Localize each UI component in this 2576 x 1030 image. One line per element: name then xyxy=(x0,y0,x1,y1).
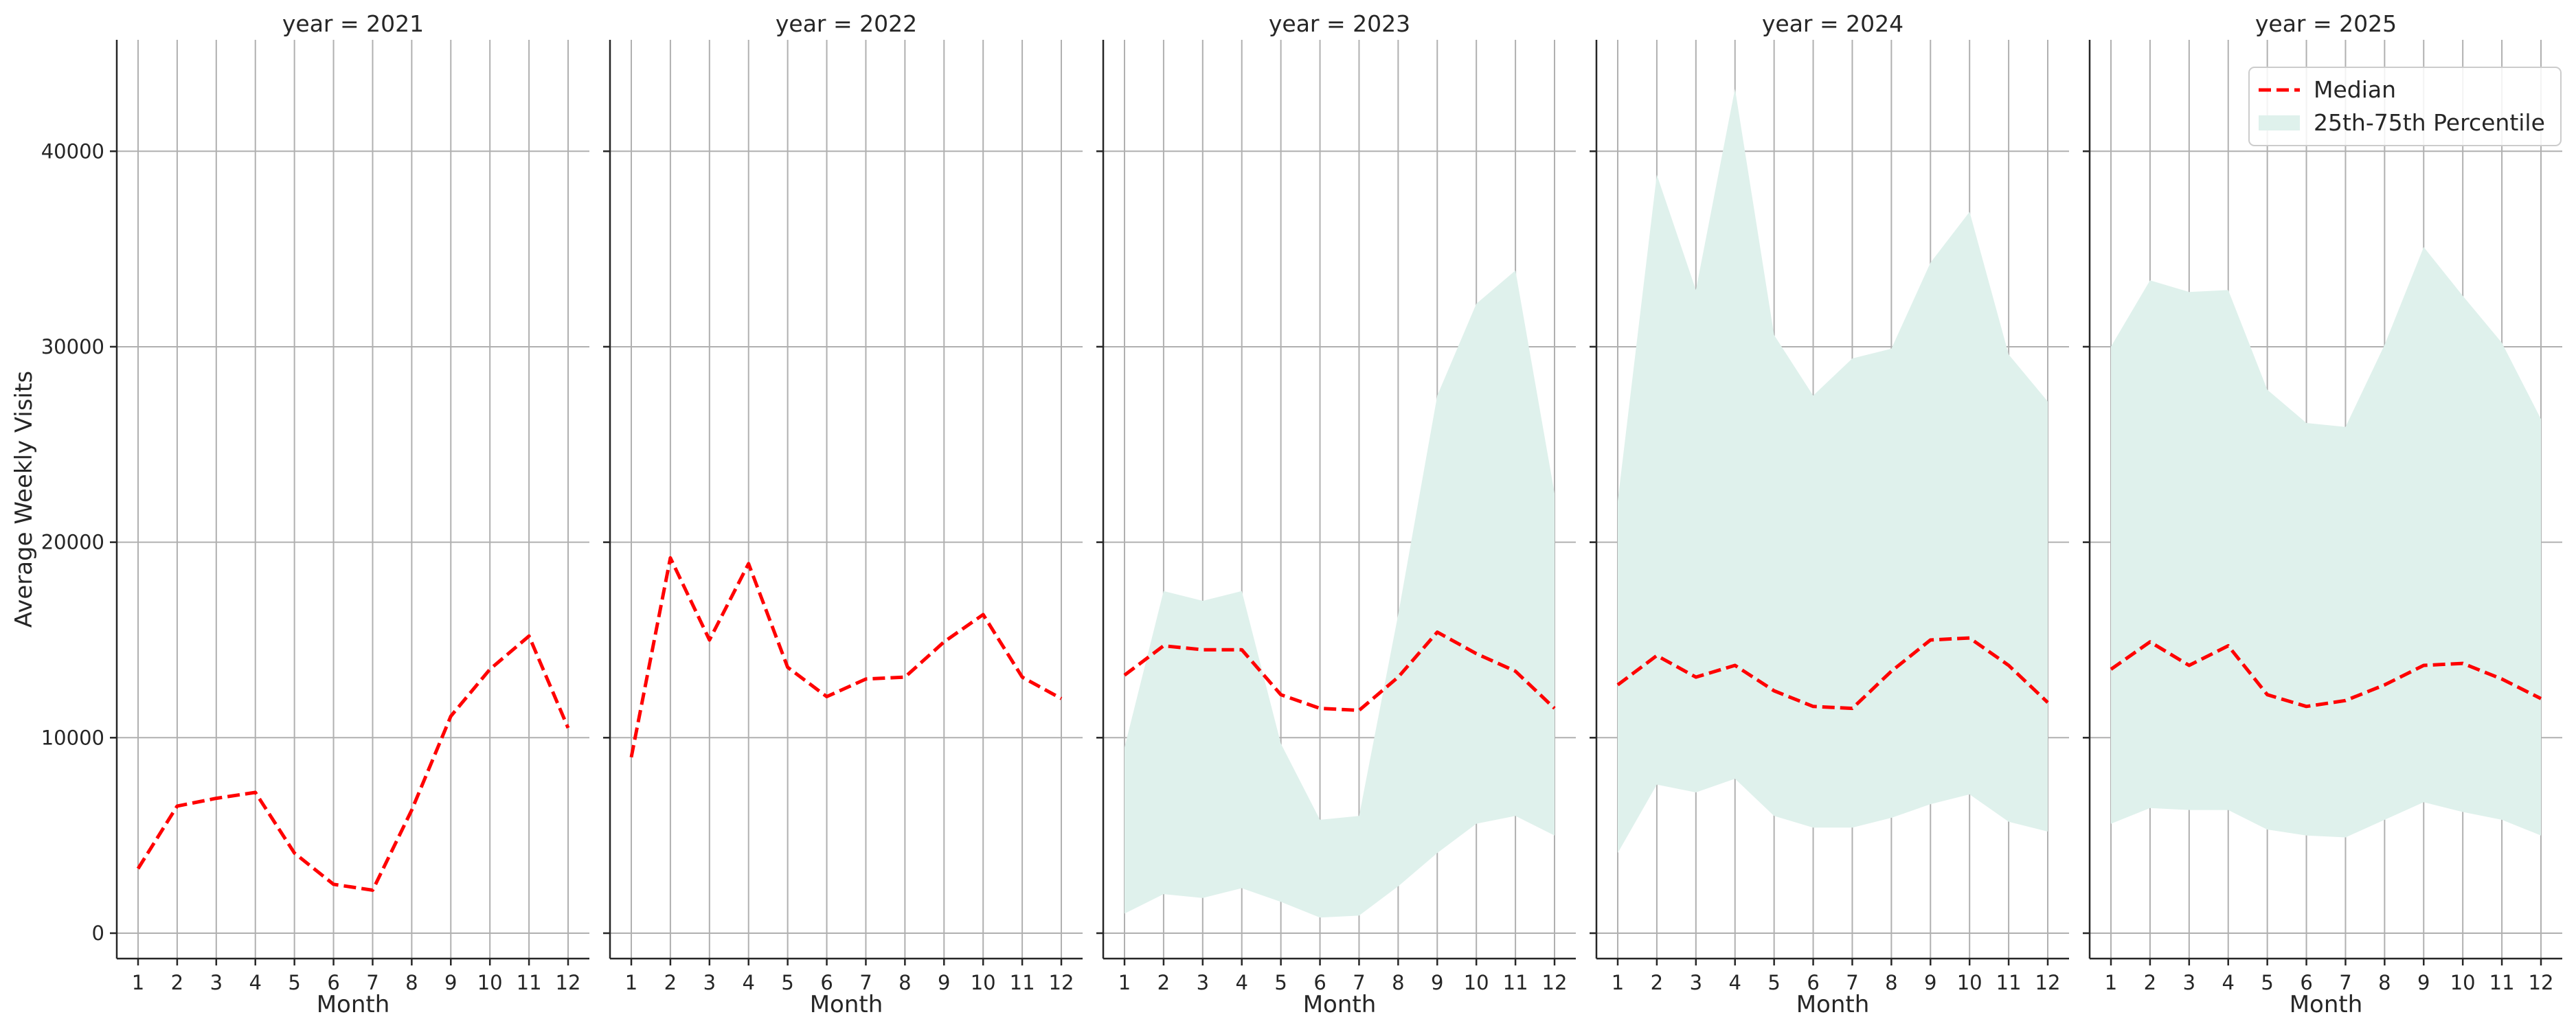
y-axis-label: Average Weekly Visits xyxy=(10,371,38,628)
x-tick-label: 12 xyxy=(556,971,581,994)
x-axis-label: Month xyxy=(810,991,883,1018)
x-tick-label: 2 xyxy=(664,971,677,994)
percentile-band xyxy=(2111,247,2541,838)
x-tick-label: 5 xyxy=(288,971,300,994)
x-axis-label: Month xyxy=(317,991,390,1018)
x-tick-label: 1 xyxy=(132,971,144,994)
x-tick-label: 3 xyxy=(1690,971,1702,994)
x-tick-label: 10 xyxy=(1957,971,1982,994)
x-tick-label: 10 xyxy=(2450,971,2476,994)
y-tick-label: 30000 xyxy=(41,335,104,358)
x-tick-label: 12 xyxy=(2035,971,2061,994)
x-tick-label: 6 xyxy=(2300,971,2312,994)
x-tick-label: 3 xyxy=(703,971,716,994)
x-tick-label: 7 xyxy=(366,971,379,994)
x-tick-label: 8 xyxy=(2378,971,2391,994)
panel-title: year = 2021 xyxy=(282,10,424,37)
x-tick-label: 11 xyxy=(1503,971,1528,994)
x-tick-label: 6 xyxy=(1807,971,1819,994)
x-axis-label: Month xyxy=(1303,991,1377,1018)
x-tick-label: 4 xyxy=(1729,971,1741,994)
x-tick-label: 4 xyxy=(2222,971,2235,994)
x-tick-label: 12 xyxy=(1049,971,1074,994)
x-tick-label: 2 xyxy=(1651,971,1663,994)
x-tick-label: 11 xyxy=(2489,971,2515,994)
x-axis-label: Month xyxy=(1796,991,1870,1018)
panel-title: year = 2024 xyxy=(1762,10,1903,37)
x-tick-label: 1 xyxy=(625,971,637,994)
x-axis-label: Month xyxy=(2290,991,2363,1018)
x-tick-label: 8 xyxy=(899,971,911,994)
x-tick-label: 4 xyxy=(249,971,262,994)
x-tick-label: 11 xyxy=(517,971,542,994)
x-tick-label: 11 xyxy=(1010,971,1035,994)
x-tick-label: 7 xyxy=(1353,971,1365,994)
x-tick-label: 5 xyxy=(2261,971,2273,994)
x-tick-label: 12 xyxy=(2529,971,2554,994)
panels: 1 2 3 4 5 6 7 8 9 10 11 12010000200003000040000year… xyxy=(41,10,2562,1018)
y-tick-label: 40000 xyxy=(41,139,104,163)
x-tick-label: 1 xyxy=(1118,971,1131,994)
x-tick-label: 11 xyxy=(1996,971,2022,994)
y-tick-label: 10000 xyxy=(41,726,104,749)
median-legend-label: Median xyxy=(2314,76,2396,103)
x-tick-label: 8 xyxy=(405,971,418,994)
percentile-band xyxy=(1618,89,2048,854)
x-tick-label: 1 xyxy=(2105,971,2117,994)
x-tick-label: 7 xyxy=(1846,971,1858,994)
legend-frame xyxy=(2248,67,2562,146)
x-tick-label: 9 xyxy=(444,971,457,994)
x-tick-label: 6 xyxy=(327,971,339,994)
x-tick-label: 8 xyxy=(1392,971,1404,994)
x-tick-label: 12 xyxy=(1542,971,1568,994)
y-tick-label: 20000 xyxy=(41,531,104,554)
median-line xyxy=(2110,640,2542,709)
percentile-legend-swatch xyxy=(2259,115,2300,130)
x-tick-label: 1 xyxy=(1612,971,1624,994)
x-tick-label: 6 xyxy=(1313,971,1326,994)
panel-title: year = 2023 xyxy=(1269,10,1410,37)
panel-1: 1 2 3 4 5 6 7 8 9 10 11 12010000200003000040000year… xyxy=(41,10,589,1018)
x-tick-label: 2 xyxy=(171,971,183,994)
median-line xyxy=(1123,630,1556,712)
x-tick-label: 9 xyxy=(1924,971,1936,994)
legend: Median 25th-75th Percentile xyxy=(2248,67,2562,146)
x-tick-label: 9 xyxy=(1431,971,1443,994)
x-tick-label: 4 xyxy=(743,971,755,994)
x-tick-label: 6 xyxy=(820,971,833,994)
x-tick-label: 3 xyxy=(210,971,223,994)
x-tick-label: 7 xyxy=(2339,971,2351,994)
x-tick-label: 10 xyxy=(971,971,996,994)
x-tick-label: 3 xyxy=(1197,971,1209,994)
x-tick-label: 2 xyxy=(2144,971,2156,994)
x-tick-label: 9 xyxy=(2417,971,2430,994)
percentile-legend-label: 25th-75th Percentile xyxy=(2314,109,2545,136)
x-tick-label: 10 xyxy=(1464,971,1489,994)
x-tick-label: 3 xyxy=(2183,971,2195,994)
median-line xyxy=(136,634,570,892)
y-tick-label: 0 xyxy=(92,922,104,945)
x-tick-label: 5 xyxy=(781,971,793,994)
x-tick-label: 4 xyxy=(1236,971,1248,994)
median-line xyxy=(629,556,1063,758)
panel-title: year = 2022 xyxy=(776,10,917,37)
x-tick-label: 10 xyxy=(477,971,503,994)
x-tick-label: 9 xyxy=(938,971,950,994)
percentile-band xyxy=(1125,270,1555,918)
x-tick-label: 2 xyxy=(1157,971,1170,994)
x-tick-label: 5 xyxy=(1767,971,1780,994)
x-tick-label: 7 xyxy=(859,971,872,994)
median-line xyxy=(1616,636,2049,711)
x-tick-label: 5 xyxy=(1274,971,1287,994)
x-tick-label: 8 xyxy=(1885,971,1897,994)
panel-title: year = 2025 xyxy=(2255,10,2397,37)
